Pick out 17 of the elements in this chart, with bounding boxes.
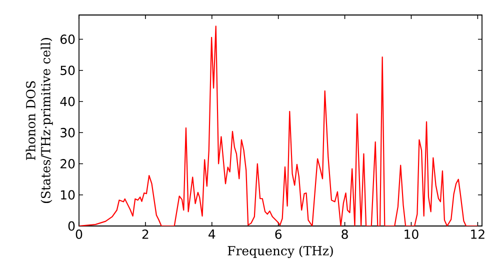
x-tick-label: 10	[404, 230, 418, 239]
y-axis-title: Phonon DOS (States/THz·primitive cell)	[26, 38, 53, 203]
x-axis-title: Frequency (THz)	[228, 246, 333, 258]
y-tick-label: 60	[60, 34, 75, 44]
x-tick-label: 8	[342, 230, 348, 239]
y-tick-label: 0	[68, 221, 75, 231]
y-tick-label: 40	[60, 96, 75, 106]
x-tick-label: 0	[76, 230, 82, 239]
y-tick-label: 20	[60, 159, 75, 168]
y-tick-label: 30	[60, 128, 75, 138]
x-tick-label: 12	[471, 230, 484, 239]
y-tick-label: 10	[61, 190, 75, 200]
x-tick-label: 4	[208, 230, 216, 239]
y-tick-label: 50	[60, 66, 75, 76]
line-series	[79, 26, 478, 226]
x-tick-label: 2	[142, 230, 148, 239]
x-tick-label: 6	[275, 230, 282, 239]
